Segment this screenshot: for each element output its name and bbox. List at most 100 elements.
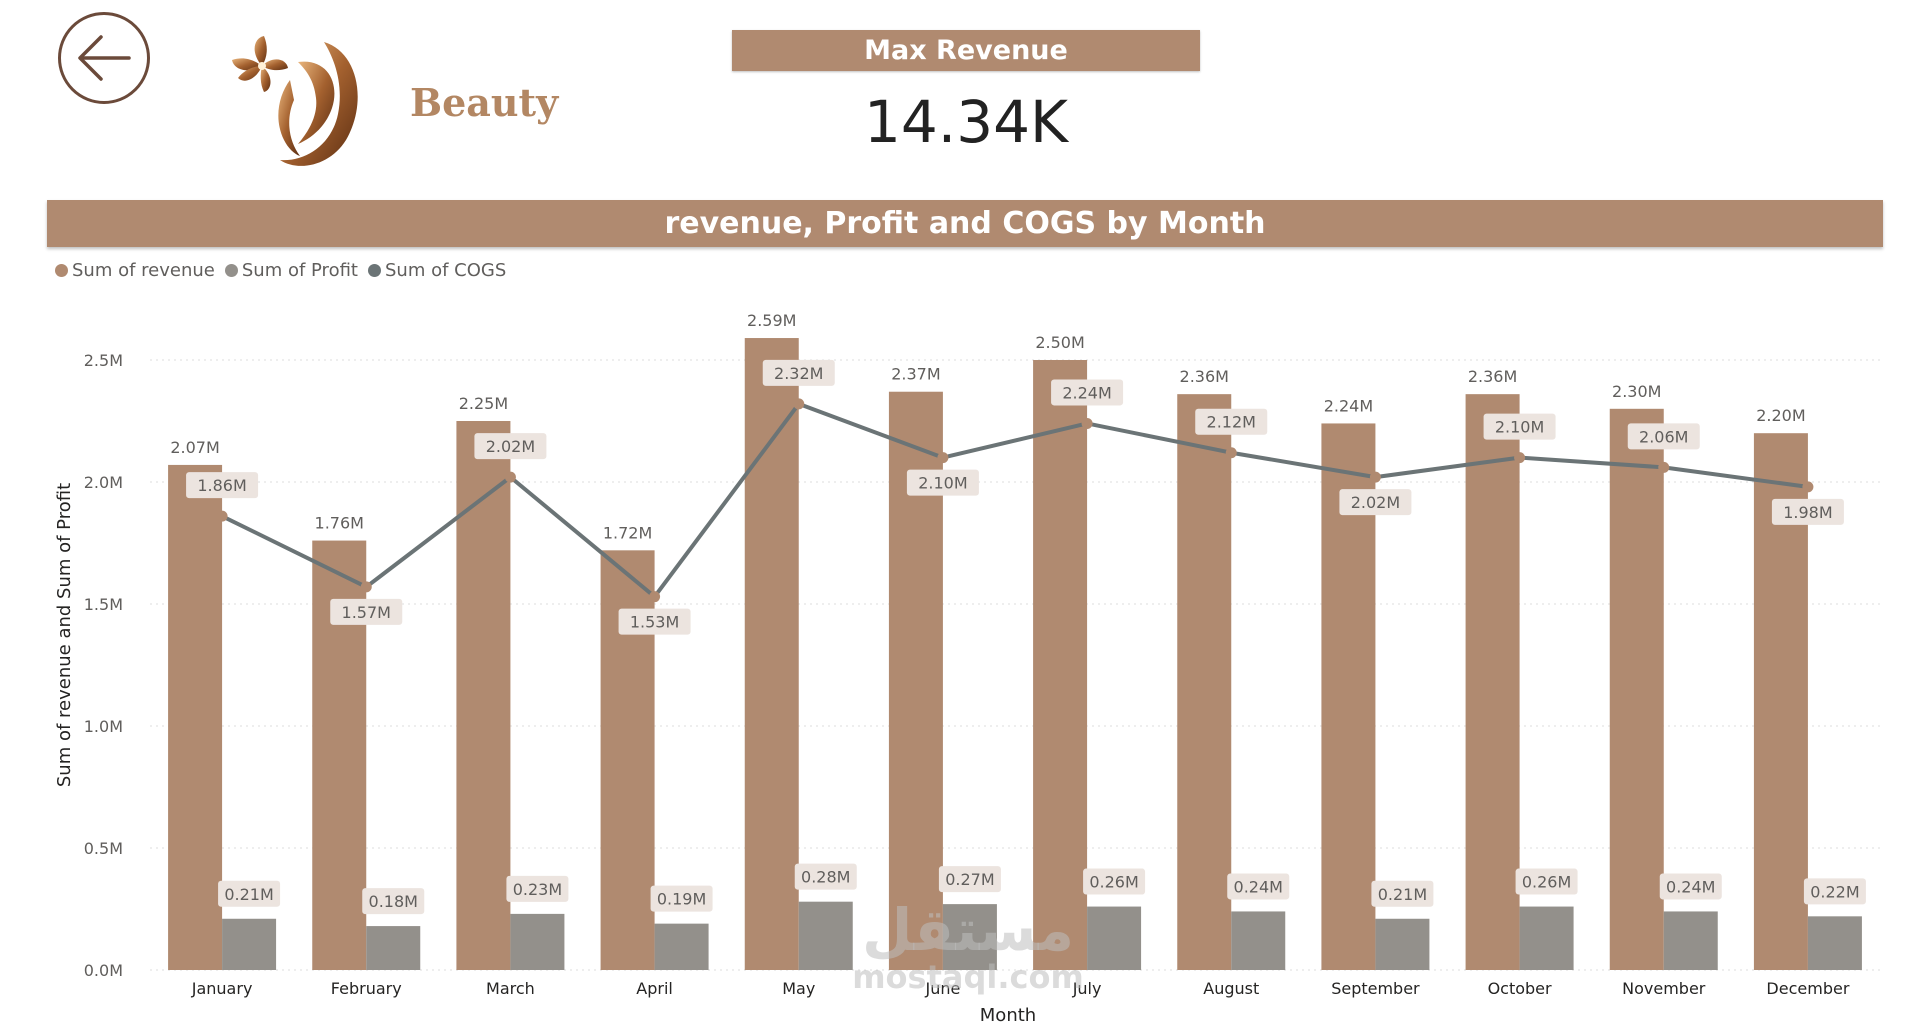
legend-item-cogs[interactable]: Sum of COGS [367, 259, 507, 281]
profit-bar [510, 913, 565, 970]
profit-label-background [362, 888, 425, 915]
profit-data-label: 0.19M [657, 890, 706, 909]
revenue-data-label: 2.50M [1035, 333, 1084, 352]
cogs-point [937, 452, 949, 464]
profit-bar [1519, 906, 1574, 970]
legend-label-profit: Sum of Profit [241, 259, 358, 281]
profit-data-label: 0.26M [1522, 873, 1571, 892]
legend-label-cogs: Sum of COGS [384, 259, 507, 281]
revenue-bar [1609, 408, 1664, 970]
legend-item-revenue[interactable]: Sum of revenue [55, 260, 215, 281]
x-axis-title: Month [980, 1005, 1036, 1026]
chart-title: revenue, Profit and COGS by Month [47, 200, 1883, 247]
cogs-data-label: 1.86M [197, 476, 246, 495]
x-tick-label: August [1203, 979, 1259, 998]
revenue-bar [744, 338, 799, 970]
profit-bar [1807, 916, 1862, 970]
x-tick-label: January [191, 979, 253, 998]
profit-label-background [1083, 868, 1146, 895]
cogs-point [1081, 417, 1093, 429]
x-tick-label: November [1622, 979, 1706, 998]
profit-bar [1231, 911, 1286, 970]
x-tick-label: March [486, 979, 535, 998]
cogs-data-label: 2.02M [1351, 493, 1400, 512]
y-tick-label: 2.0M [84, 473, 123, 492]
profit-label-background [1659, 873, 1722, 900]
cogs-point [216, 510, 228, 522]
cogs-label-background [1339, 489, 1412, 516]
cogs-data-label: 1.98M [1783, 503, 1832, 522]
cogs-dot-icon [367, 263, 381, 277]
profit-data-label: 0.18M [369, 892, 418, 911]
profit-label-background [938, 866, 1001, 893]
cogs-label-background [1771, 498, 1844, 525]
y-tick-label: 2.5M [84, 351, 123, 370]
cogs-point [793, 398, 805, 410]
profit-label-background [650, 885, 713, 912]
revenue-bar [1177, 394, 1232, 970]
back-button[interactable] [58, 12, 150, 104]
cogs-label-background [1051, 379, 1124, 406]
revenue-data-label: 2.07M [170, 438, 219, 457]
cogs-label-background [186, 472, 259, 499]
y-tick-label: 0.5M [84, 839, 123, 858]
chart-legend[interactable]: Sum of revenue Sum of Profit Sum of COGS [55, 258, 506, 282]
profit-bar [1087, 906, 1142, 970]
y-tick-label: 1.5M [84, 595, 123, 614]
revenue-bar [1033, 360, 1088, 970]
kpi-value: 14.34K [863, 88, 1069, 156]
cogs-label-background [762, 359, 835, 386]
cogs-label-background [1195, 408, 1268, 435]
profit-data-label: 0.22M [1810, 882, 1859, 901]
cogs-data-label: 2.06M [1639, 427, 1688, 446]
x-tick-label: May [782, 979, 815, 998]
revenue-data-label: 2.36M [1468, 367, 1517, 386]
profit-label-background [506, 875, 569, 902]
revenue-data-label: 2.25M [459, 394, 508, 413]
cogs-label-background [474, 433, 547, 460]
revenue-data-label: 2.24M [1324, 396, 1373, 415]
y-tick-label: 1.0M [84, 717, 123, 736]
revenue-bar [1465, 394, 1520, 970]
revenue-data-label: 1.72M [603, 523, 652, 542]
profit-label-background [794, 863, 857, 890]
profit-label-background [1515, 868, 1578, 895]
revenue-data-label: 2.36M [1180, 367, 1229, 386]
x-tick-label: October [1488, 979, 1552, 998]
legend-label-revenue: Sum of revenue [72, 259, 215, 281]
x-tick-label: February [331, 979, 402, 998]
cogs-point [1225, 447, 1237, 459]
profit-data-label: 0.21M [1378, 885, 1427, 904]
cogs-data-label: 2.10M [1495, 418, 1544, 437]
x-tick-label: June [924, 979, 960, 998]
profit-data-label: 0.23M [513, 880, 562, 899]
brand-name: Beauty [410, 80, 559, 125]
profit-label-background [1803, 878, 1866, 905]
revenue-data-label: 2.59M [747, 311, 796, 330]
profit-label-background [1371, 880, 1434, 907]
cogs-data-label: 2.24M [1062, 383, 1111, 402]
x-tick-label: December [1766, 979, 1849, 998]
revenue-data-label: 2.37M [891, 365, 940, 384]
cogs-label-background [1483, 413, 1556, 440]
legend-item-profit[interactable]: Sum of Profit [224, 259, 358, 281]
x-tick-label: July [1072, 979, 1102, 998]
y-axis-title: Sum of revenue and Sum of Profit [54, 483, 75, 787]
revenue-bar [456, 421, 511, 970]
profit-bar [1375, 918, 1430, 970]
cogs-point [504, 471, 516, 483]
revenue-bar [168, 464, 223, 970]
woman-silhouette-logo [232, 36, 358, 166]
cogs-data-label: 2.12M [1207, 413, 1256, 432]
revenue-data-label: 2.20M [1756, 406, 1805, 425]
y-tick-label: 0.0M [84, 961, 123, 980]
profit-data-label: 0.28M [801, 868, 850, 887]
profit-dot-icon [224, 263, 238, 277]
profit-data-label: 0.24M [1666, 877, 1715, 896]
kpi-title: Max Revenue [732, 30, 1200, 71]
profit-data-label: 0.26M [1089, 873, 1138, 892]
profit-bar [366, 926, 421, 970]
profit-bar [654, 923, 709, 970]
x-tick-label: September [1331, 979, 1420, 998]
